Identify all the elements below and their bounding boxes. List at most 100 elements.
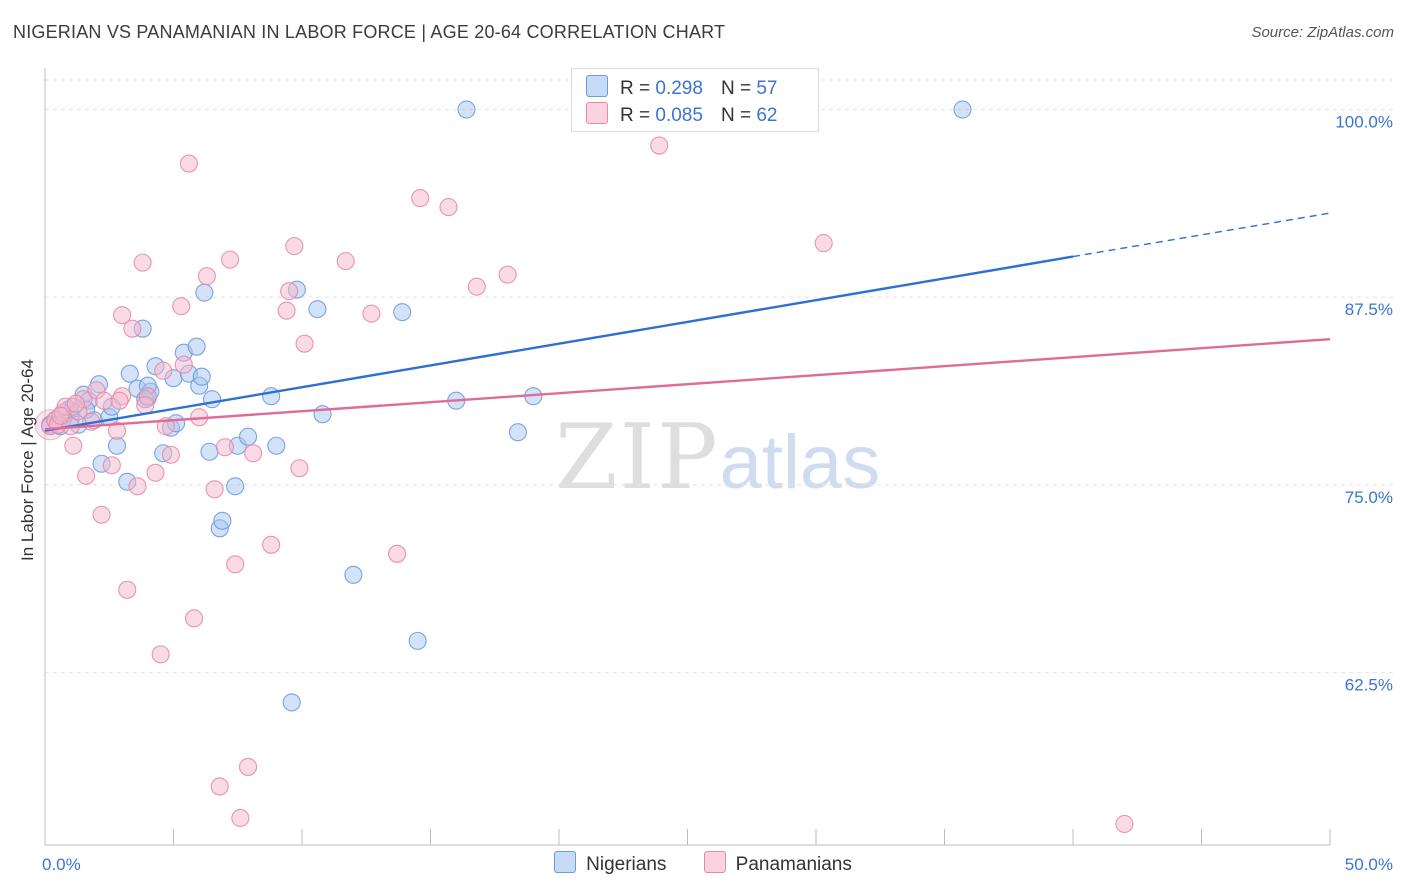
panamanian-point bbox=[238, 757, 258, 776]
panamanian-point bbox=[66, 394, 85, 413]
panamanian-point bbox=[290, 459, 309, 478]
nigerian-point bbox=[195, 283, 214, 302]
panamanian-point bbox=[128, 477, 147, 496]
stats-row-panamanians: R = 0.085 N = 62 bbox=[586, 102, 777, 128]
grid-lines bbox=[45, 79, 1395, 673]
panamanian-point bbox=[215, 438, 234, 457]
panamanian-point bbox=[388, 544, 407, 563]
watermark: ZIPatlas bbox=[555, 405, 880, 510]
legend-swatch-panamanians bbox=[703, 851, 726, 873]
source-label: Source: ZipAtlas.com bbox=[1251, 24, 1394, 41]
legend-item-nigerians[interactable]: Nigerians bbox=[554, 851, 666, 876]
y-tick-label: 62.5% bbox=[1345, 675, 1393, 694]
panamanian-point bbox=[439, 198, 458, 217]
panamanian-point bbox=[161, 445, 180, 464]
panamanian-point bbox=[295, 334, 314, 353]
panamanian-point bbox=[220, 250, 240, 269]
legend-item-panamanians[interactable]: Panamanians bbox=[703, 851, 852, 876]
panamanian-point bbox=[285, 237, 304, 256]
panamanian-point bbox=[133, 253, 152, 272]
legend-label: Nigerians bbox=[586, 854, 667, 875]
nigerian-point bbox=[308, 300, 327, 319]
stats-n-label: N = bbox=[720, 78, 752, 99]
stats-r-value: 0.298 bbox=[655, 78, 703, 99]
panamanian-point bbox=[280, 282, 299, 301]
stats-r-label: R = bbox=[620, 105, 651, 126]
chart-title: NIGERIAN VS PANAMANIAN IN LABOR FORCE | … bbox=[13, 22, 726, 42]
panamanian-point bbox=[336, 252, 355, 271]
nigerian-point bbox=[344, 565, 363, 584]
watermark-zip: ZIP bbox=[555, 405, 720, 510]
x-tick-label: 0.0% bbox=[42, 855, 81, 874]
panamanian-point bbox=[814, 234, 833, 253]
stats-swatch-panamanians bbox=[586, 102, 608, 124]
nigerian-point bbox=[107, 436, 127, 455]
panamanian-point bbox=[467, 277, 486, 296]
stats-row-nigerians: R = 0.298 N = 57 bbox=[586, 75, 777, 101]
panamanian-point bbox=[172, 297, 191, 316]
y-axis-label: In Labor Force | Age 20-64 bbox=[18, 359, 37, 561]
panamanian-point bbox=[77, 466, 96, 485]
nigerian-trend-line bbox=[44, 255, 1074, 432]
panamanian-point bbox=[154, 361, 173, 380]
stats-r-label: R = bbox=[620, 78, 651, 99]
y-tick-label: 100.0% bbox=[1335, 113, 1393, 132]
axes bbox=[44, 68, 1331, 846]
panamanian-point bbox=[411, 189, 430, 208]
panamanian-point bbox=[102, 456, 121, 475]
panamanian-point bbox=[650, 136, 669, 155]
nigerian-point bbox=[408, 631, 427, 650]
nigerian-point bbox=[120, 364, 139, 383]
x-tick-label: 50.0% bbox=[1345, 855, 1393, 874]
panamanian-point bbox=[146, 463, 165, 482]
nigerian-point bbox=[953, 100, 972, 119]
panamanian-point bbox=[113, 306, 132, 325]
panamanian-point bbox=[498, 265, 517, 284]
nigerian-point bbox=[226, 477, 245, 496]
nigerian-point bbox=[267, 436, 286, 455]
panamanian-point bbox=[179, 154, 198, 173]
nigerian-point bbox=[203, 390, 222, 409]
nigerian-point bbox=[457, 100, 476, 119]
panamanian-point bbox=[210, 777, 229, 796]
stats-n-value: 62 bbox=[756, 105, 778, 126]
panamanian-point bbox=[185, 609, 204, 628]
panamanian-point bbox=[277, 301, 296, 320]
panamanian-point bbox=[136, 396, 155, 415]
stats-n-value: 57 bbox=[756, 78, 778, 99]
panamanian-point bbox=[107, 421, 127, 440]
panamanian-point bbox=[197, 267, 216, 286]
panamanian-point bbox=[205, 480, 224, 499]
nigerian-point bbox=[282, 693, 301, 712]
nigerian-trend-extension bbox=[1072, 212, 1331, 258]
panamanian-point bbox=[118, 580, 137, 599]
stats-box: R = 0.298 N = 57 R = 0.085 N = 62 bbox=[571, 68, 819, 132]
nigerian-point bbox=[200, 442, 219, 461]
nigerian-point bbox=[393, 303, 412, 322]
y-tick-label: 87.5% bbox=[1345, 300, 1393, 319]
panamanian-point bbox=[231, 808, 250, 828]
legend-label: Panamanians bbox=[735, 854, 852, 875]
panamanian-point bbox=[92, 505, 111, 524]
nigerian-point bbox=[508, 423, 527, 442]
trend-lines bbox=[44, 212, 1331, 432]
stats-n-label: N = bbox=[720, 105, 752, 126]
panamanian-point bbox=[244, 444, 263, 463]
nigerian-point bbox=[213, 511, 232, 530]
panamanian-point bbox=[51, 406, 70, 425]
nigerian-point bbox=[238, 427, 258, 446]
panamanian-point bbox=[1115, 814, 1134, 834]
panamanian-point bbox=[174, 355, 193, 374]
panamanian-point bbox=[123, 319, 142, 338]
panamanian-point bbox=[362, 304, 381, 323]
data-points bbox=[34, 100, 1134, 834]
legend: Nigerians Panamanians bbox=[0, 851, 1406, 876]
nigerian-point bbox=[187, 337, 206, 356]
panamanian-trend-line bbox=[44, 337, 1331, 431]
stats-swatch-nigerians bbox=[586, 75, 608, 97]
panamanian-point bbox=[151, 645, 170, 664]
tick-labels: 62.5% 75.0% 87.5% 100.0% 0.0% 50.0% bbox=[42, 113, 1393, 874]
watermark-atlas: atlas bbox=[719, 420, 881, 505]
panamanian-point bbox=[110, 391, 129, 410]
